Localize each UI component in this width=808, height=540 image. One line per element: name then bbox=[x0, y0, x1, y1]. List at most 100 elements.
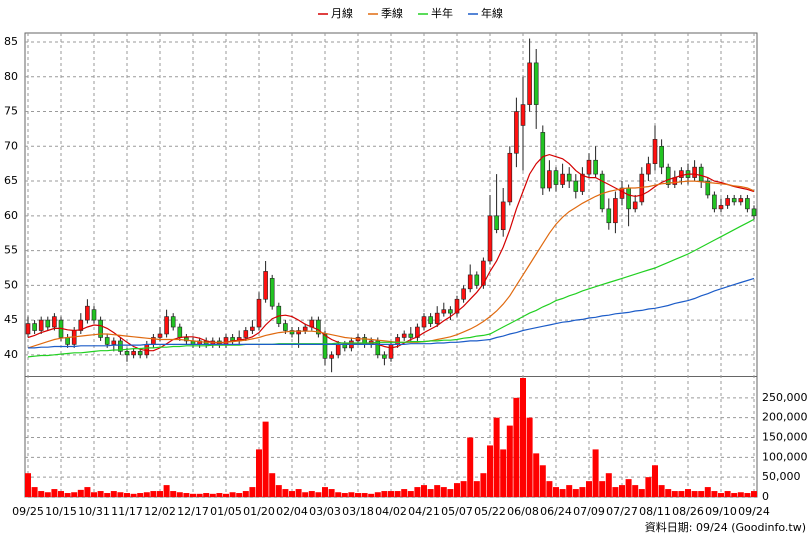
volume-bar bbox=[242, 491, 249, 497]
volume-bar bbox=[414, 487, 421, 497]
x-tick-label: 04/21 bbox=[408, 505, 440, 518]
candle-body bbox=[256, 298, 262, 328]
candle-body bbox=[745, 198, 750, 210]
candle-body bbox=[434, 312, 440, 324]
candle-body bbox=[111, 340, 117, 345]
volume-bar bbox=[361, 493, 368, 497]
candle-body bbox=[85, 305, 90, 321]
volume-bar bbox=[526, 417, 533, 497]
volume-bar bbox=[315, 492, 322, 497]
x-tick-label: 05/07 bbox=[441, 505, 473, 518]
candle-body bbox=[454, 298, 460, 314]
candle-body bbox=[500, 201, 506, 231]
candle-body bbox=[144, 344, 150, 356]
candle-body bbox=[250, 326, 255, 331]
volume-bar bbox=[645, 477, 652, 497]
volume-bar bbox=[566, 485, 573, 497]
volume-bar bbox=[586, 481, 592, 497]
candle-body bbox=[599, 173, 605, 210]
volume-bar bbox=[421, 485, 427, 497]
candle-body bbox=[731, 198, 737, 203]
volume-bar bbox=[632, 485, 639, 497]
candle-body bbox=[646, 163, 651, 175]
volume-bar bbox=[31, 487, 38, 497]
candle-body bbox=[78, 319, 84, 331]
candle-body bbox=[415, 326, 420, 338]
volume-bar bbox=[473, 481, 480, 497]
candle-body bbox=[395, 337, 400, 345]
candle-body bbox=[705, 180, 711, 196]
volume-bar bbox=[652, 465, 658, 497]
candle-body bbox=[751, 208, 757, 217]
plot-frame bbox=[24, 32, 758, 498]
candle-body bbox=[560, 173, 565, 185]
candle-body bbox=[692, 166, 697, 178]
x-tick-label: 03/18 bbox=[342, 505, 374, 518]
candle-body bbox=[533, 62, 539, 105]
volume-bar bbox=[553, 487, 559, 497]
volume-bar bbox=[38, 491, 45, 497]
candle-body bbox=[170, 316, 176, 328]
candle-body bbox=[322, 333, 328, 359]
volume-bar bbox=[84, 487, 91, 497]
volume-bar bbox=[341, 493, 348, 497]
volume-bar bbox=[440, 487, 447, 497]
volume-bar bbox=[368, 493, 375, 497]
volume-bar bbox=[691, 491, 698, 497]
volume-bar bbox=[513, 397, 520, 497]
candle-body bbox=[461, 288, 466, 300]
volume-bar bbox=[599, 481, 606, 497]
volume-bar bbox=[678, 491, 685, 497]
candle-body bbox=[514, 111, 519, 154]
x-tick-label: 06/24 bbox=[540, 505, 572, 518]
volume-bar bbox=[170, 491, 177, 497]
y-tick-label: 40 bbox=[4, 348, 18, 361]
candle-body bbox=[177, 326, 183, 338]
candle-body bbox=[626, 187, 631, 210]
volume-bar bbox=[704, 487, 711, 497]
x-tick-label: 08/26 bbox=[672, 505, 704, 518]
volume-bar bbox=[64, 493, 71, 497]
candle-body bbox=[441, 309, 447, 314]
volume-bar bbox=[592, 449, 599, 497]
candle-body bbox=[553, 170, 559, 185]
candle-body bbox=[573, 180, 579, 192]
candle-body bbox=[137, 351, 143, 356]
candle-body bbox=[718, 205, 724, 210]
candle-body bbox=[586, 159, 592, 175]
candle-body bbox=[520, 104, 526, 126]
candle-body bbox=[124, 351, 130, 356]
volume-bar bbox=[579, 487, 586, 497]
y-tick-label: 75 bbox=[4, 105, 18, 118]
volume-bar bbox=[625, 479, 632, 497]
legend-label: 年線 bbox=[481, 6, 503, 20]
y-tick-label: 65 bbox=[4, 174, 18, 187]
volume-bar bbox=[500, 449, 507, 497]
volume-bar bbox=[480, 473, 487, 497]
volume-bar bbox=[58, 491, 64, 497]
volume-bar bbox=[427, 489, 434, 497]
y-tick-label: 150,000 bbox=[762, 431, 808, 444]
volume-bar bbox=[302, 492, 309, 497]
candle-body bbox=[276, 305, 282, 324]
volume-bar bbox=[44, 492, 51, 497]
volume-bar bbox=[401, 489, 408, 497]
volume-bar bbox=[51, 489, 58, 497]
candle-body bbox=[329, 354, 334, 359]
candle-body bbox=[679, 170, 684, 178]
volume-bar bbox=[77, 489, 84, 497]
candle-body bbox=[738, 198, 744, 203]
volume-bar bbox=[460, 481, 467, 497]
x-tick-label: 01/05 bbox=[210, 505, 242, 518]
candle-body bbox=[316, 319, 321, 335]
volume-bar bbox=[262, 421, 269, 497]
x-tick-label: 09/24 bbox=[738, 505, 770, 518]
volume-bar bbox=[104, 493, 111, 497]
candle-body bbox=[335, 344, 341, 356]
volume-bar bbox=[355, 493, 361, 497]
volume-bar bbox=[209, 493, 216, 497]
x-tick-label: 04/02 bbox=[375, 505, 407, 518]
x-tick-label: 07/27 bbox=[606, 505, 638, 518]
volume-bar bbox=[117, 492, 124, 497]
